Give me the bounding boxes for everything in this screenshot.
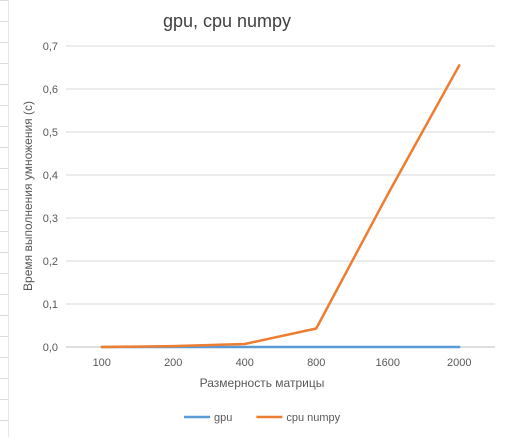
y-axis-ticks: 0,0 0,1 0,2 0,3 0,4 0,5 0,6 0,7 xyxy=(43,41,58,354)
y-tick-label: 0,1 xyxy=(43,299,58,311)
y-tick-label: 0,2 xyxy=(43,256,58,268)
x-axis-title: Размерность матрицы xyxy=(200,376,325,390)
series-lines xyxy=(100,64,461,349)
x-tick-label: 2000 xyxy=(447,357,471,369)
y-axis-title: Время выполнения умножения (с) xyxy=(21,101,35,291)
legend: gpu cpu numpy xyxy=(184,412,341,424)
x-tick-label: 400 xyxy=(236,357,254,369)
spreadsheet-gridlines xyxy=(0,0,9,437)
y-tick-label: 0,0 xyxy=(43,342,58,354)
x-tick-label: 100 xyxy=(93,357,111,369)
line-chart: gpu, cpu numpy 0,00,10,20,30,40,50,60,7 … xyxy=(21,11,495,424)
x-tick-label: 1600 xyxy=(376,357,400,369)
y-tick-label: 0,4 xyxy=(43,170,58,182)
x-tick-label: 800 xyxy=(307,357,325,369)
y-tick-label: 0,6 xyxy=(43,84,58,96)
y-tick-label: 0,7 xyxy=(43,41,58,53)
chart-title: gpu, cpu numpy xyxy=(163,11,291,31)
gridlines xyxy=(66,45,495,348)
legend-label: cpu numpy xyxy=(286,412,340,424)
x-tick-label: 200 xyxy=(164,357,182,369)
y-tick-label: 0,5 xyxy=(43,127,58,139)
legend-label: gpu xyxy=(214,412,232,424)
x-axis-ticks: 100 200 400 800 1600 2000 xyxy=(93,357,472,369)
chart-area[interactable]: gpu, cpu numpy 0,0 0,1 0,2 0,3 0,4 0,5 0,6 0,7 … xyxy=(8,0,508,437)
series-line-cpu-numpy[interactable] xyxy=(100,64,461,349)
y-tick-label: 0,3 xyxy=(43,213,58,225)
